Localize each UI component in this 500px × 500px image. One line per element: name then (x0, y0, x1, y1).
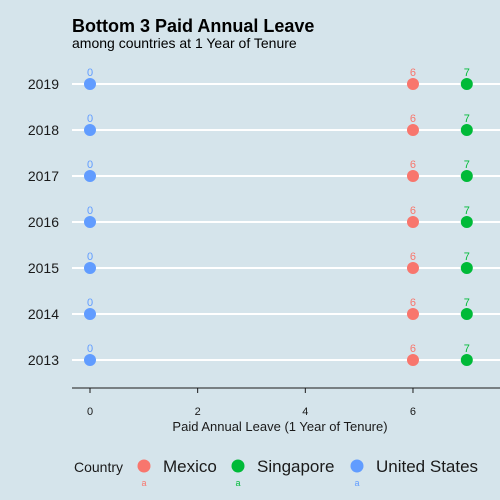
point-label-mexico-2019: 6 (410, 67, 416, 79)
x-axis-label: Paid Annual Leave (1 Year of Tenure) (172, 419, 387, 434)
point-united-states-2015 (84, 262, 96, 274)
point-mexico-2015 (406, 262, 419, 274)
legend-label-singapore: Singapore (257, 457, 335, 476)
legend-key-singapore (231, 459, 245, 473)
point-label-united-states-2014: 0 (87, 297, 93, 309)
y-tick-label-2017: 2017 (28, 168, 59, 184)
legend-label-united-states: United States (376, 457, 478, 476)
point-label-mexico-2013: 6 (410, 343, 416, 355)
y-tick-label-2018: 2018 (28, 122, 59, 138)
point-united-states-2013 (84, 354, 96, 366)
y-tick-label-2016: 2016 (28, 214, 59, 230)
gridlines (72, 83, 500, 361)
point-united-states-2014 (84, 308, 96, 320)
data-points: 6 6 6 6 6 6 6 7 7 7 7 7 7 7 0 0 0 0 0 0 0 (84, 67, 473, 366)
point-singapore-2017 (460, 170, 473, 182)
y-tick-label-2019: 2019 (28, 76, 59, 92)
point-mexico-2013 (406, 354, 419, 366)
point-mexico-2014 (406, 308, 419, 320)
point-label-mexico-2018: 6 (410, 113, 416, 125)
legend-key-united-states (350, 459, 364, 473)
x-tick-label-4: 4 (302, 406, 308, 418)
point-label-singapore-2013: 7 (464, 343, 470, 355)
legend-key-mexico (137, 459, 151, 473)
point-label-mexico-2015: 6 (410, 251, 416, 263)
x-axis: 0 2 4 6 (87, 388, 416, 418)
point-singapore-2016 (460, 216, 473, 228)
y-axis: 2013 2014 2015 2016 2017 2018 2019 (28, 76, 59, 368)
point-singapore-2019 (460, 78, 473, 90)
point-mexico-2017 (406, 170, 419, 182)
point-label-singapore-2019: 7 (464, 67, 470, 79)
point-label-mexico-2014: 6 (410, 297, 416, 309)
point-label-united-states-2015: 0 (87, 251, 93, 263)
point-label-united-states-2019: 0 (87, 67, 93, 79)
legend-label-mexico: Mexico (163, 457, 217, 476)
point-united-states-2017 (84, 170, 96, 182)
point-singapore-2015 (460, 262, 473, 274)
x-tick-label-0: 0 (87, 406, 93, 418)
legend-key-text-mexico: a (141, 478, 146, 488)
point-singapore-2013 (460, 354, 473, 366)
legend: Country a Mexico a Singapore a United States (74, 457, 478, 488)
point-united-states-2018 (84, 124, 96, 136)
point-mexico-2018 (406, 124, 419, 136)
point-label-united-states-2016: 0 (87, 205, 93, 217)
point-label-mexico-2016: 6 (410, 205, 416, 217)
y-tick-label-2013: 2013 (28, 352, 59, 368)
x-tick-label-6: 6 (410, 406, 416, 418)
chart-title: Bottom 3 Paid Annual Leave (72, 16, 314, 36)
point-label-united-states-2018: 0 (87, 113, 93, 125)
legend-key-text-united-states: a (354, 478, 359, 488)
point-mexico-2016 (406, 216, 419, 228)
y-tick-label-2014: 2014 (28, 306, 59, 322)
legend-key-text-singapore: a (235, 478, 240, 488)
point-label-singapore-2017: 7 (464, 159, 470, 171)
point-singapore-2014 (460, 308, 473, 320)
point-label-united-states-2017: 0 (87, 159, 93, 171)
point-mexico-2019 (406, 78, 419, 90)
point-label-singapore-2016: 7 (464, 205, 470, 217)
point-label-singapore-2018: 7 (464, 113, 470, 125)
point-label-united-states-2013: 0 (87, 343, 93, 355)
point-singapore-2018 (460, 124, 473, 136)
point-united-states-2019 (84, 78, 96, 90)
chart-subtitle: among countries at 1 Year of Tenure (72, 35, 297, 51)
y-tick-label-2015: 2015 (28, 260, 59, 276)
x-tick-label-2: 2 (195, 406, 201, 418)
point-label-singapore-2014: 7 (464, 297, 470, 309)
legend-title: Country (74, 459, 123, 475)
point-label-mexico-2017: 6 (410, 159, 416, 171)
point-label-singapore-2015: 7 (464, 251, 470, 263)
point-united-states-2016 (84, 216, 96, 228)
